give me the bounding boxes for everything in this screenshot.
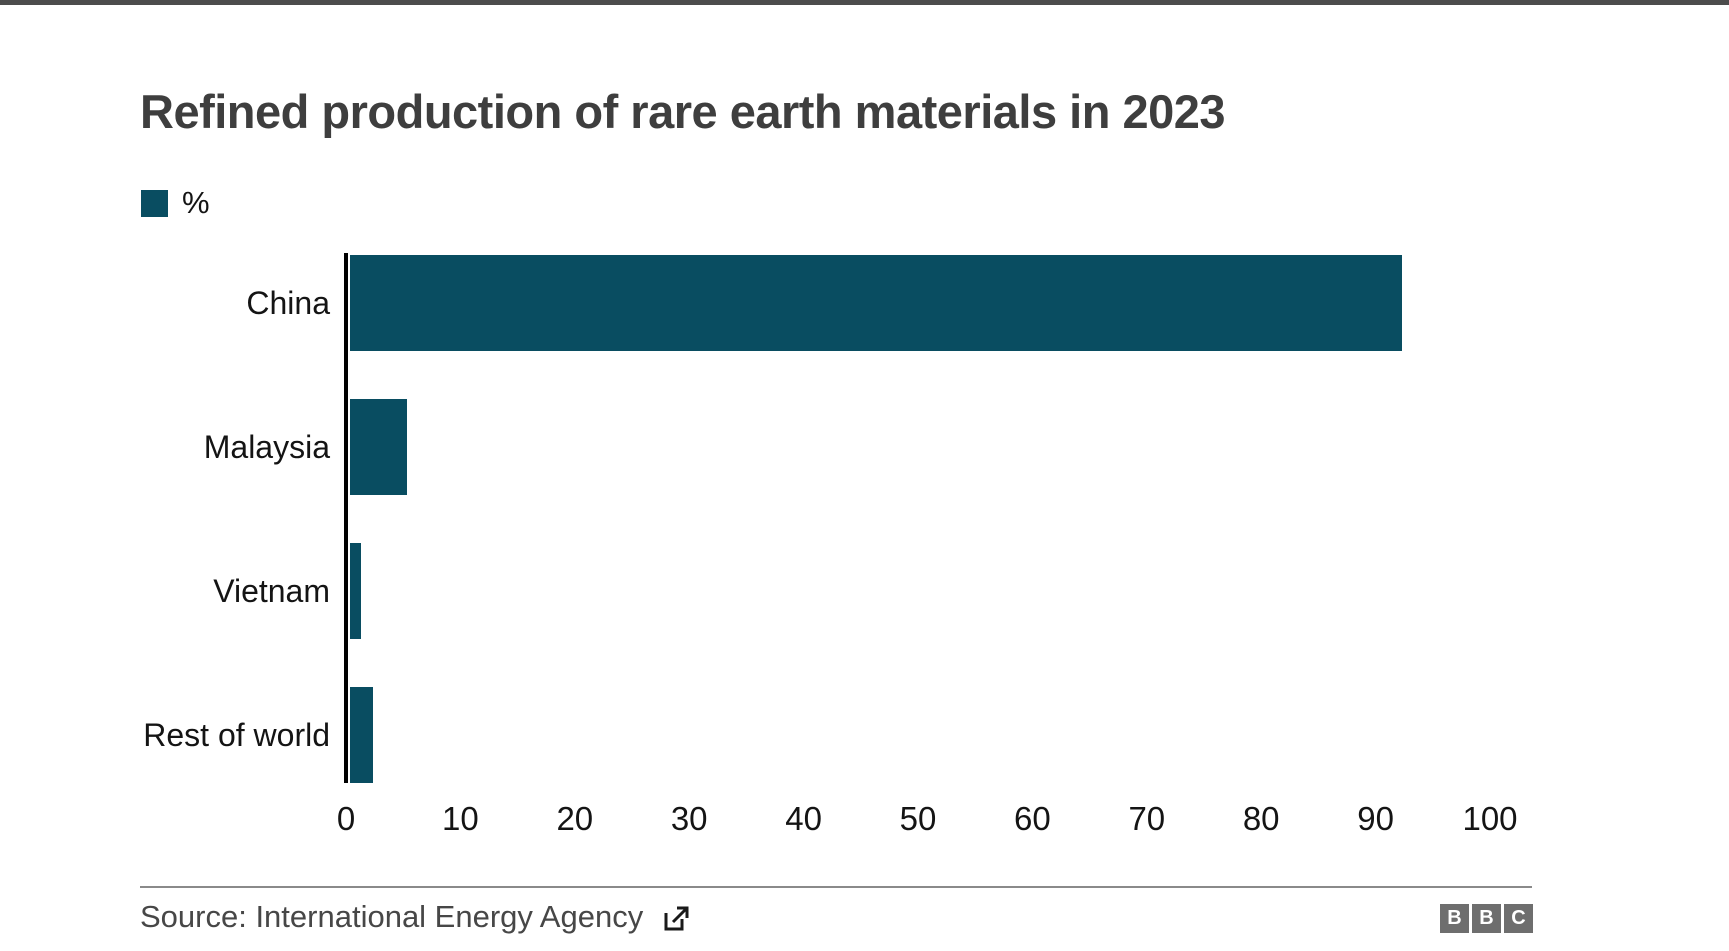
- bar-row-china: China: [0, 255, 1729, 351]
- x-axis-tick-labels: 0 10 20 30 40 50 60 70 80 90 100: [0, 800, 1729, 845]
- category-label: Rest of world: [143, 716, 330, 753]
- x-tick-label: 90: [1357, 800, 1394, 837]
- x-tick-label: 20: [556, 800, 594, 837]
- bar-vietnam: [350, 543, 362, 639]
- bbc-logo-block: B: [1440, 904, 1469, 933]
- x-tick-label: 0: [336, 800, 356, 837]
- bar-china: [350, 255, 1403, 351]
- source-text: Source: International Energy Agency: [140, 899, 644, 934]
- bar-row-malaysia: Malaysia: [0, 399, 1729, 495]
- source-link[interactable]: Source: International Energy Agency: [140, 899, 690, 935]
- x-tick-label: 60: [1014, 800, 1051, 837]
- bar-rest-of-world: [350, 687, 373, 783]
- footer-divider: [140, 886, 1532, 888]
- category-label: China: [246, 284, 330, 321]
- top-border: [0, 0, 1729, 5]
- bar-row-rest-of-world: Rest of world: [0, 687, 1729, 783]
- external-link-icon: [663, 904, 690, 931]
- x-tick-label: 50: [899, 800, 937, 837]
- legend-swatch: [141, 189, 168, 217]
- x-tick-label: 10: [442, 800, 479, 837]
- category-label: Malaysia: [203, 428, 330, 465]
- bbc-logo-block: B: [1472, 904, 1501, 933]
- x-tick-label: 100: [1462, 800, 1518, 837]
- bar-malaysia: [350, 399, 408, 495]
- y-axis-line: [344, 253, 348, 783]
- legend: %: [141, 185, 210, 221]
- category-label: Vietnam: [213, 572, 330, 609]
- x-tick-label: 30: [670, 800, 708, 837]
- bbc-logo-block: C: [1504, 904, 1533, 933]
- bar-row-vietnam: Vietnam: [0, 543, 1729, 639]
- x-tick-label: 80: [1242, 800, 1280, 837]
- x-tick-label: 40: [785, 800, 822, 837]
- chart-title: Refined production of rare earth materia…: [140, 85, 1226, 138]
- x-tick-label: 70: [1128, 800, 1166, 837]
- legend-label: %: [182, 185, 210, 220]
- bar-chart: China Malaysia Vietnam Rest of world: [0, 253, 1729, 783]
